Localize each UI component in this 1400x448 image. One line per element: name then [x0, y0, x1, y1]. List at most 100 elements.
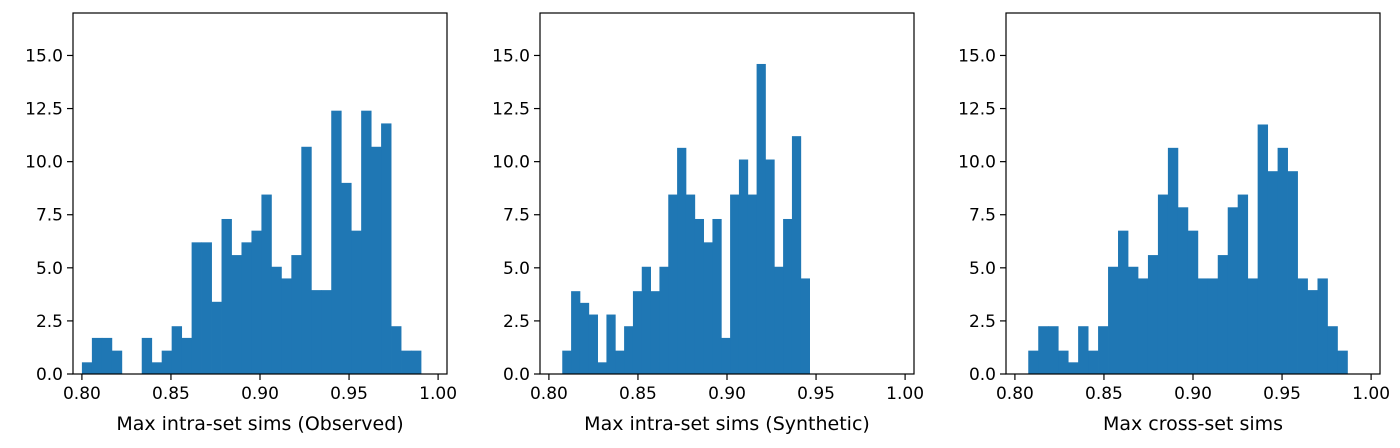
histogram-bar [201, 242, 212, 374]
histogram-panel-1: 0.80 0.85 0.90 0.95 1.00 0.0 2.5 5.0 7.5 10.0 12.5… [25, 12, 457, 435]
y-tick-label: 2.5 [503, 312, 530, 332]
histogram-bar [1147, 255, 1159, 374]
x-tick-label: 0.95 [1263, 384, 1301, 404]
histogram-bar [271, 266, 282, 374]
histogram-bar [1297, 278, 1308, 374]
histogram-bar [101, 337, 113, 374]
histogram-bar [301, 146, 312, 374]
histogram-bar [311, 290, 322, 374]
y-tick-label: 12.5 [958, 100, 996, 120]
histogram-bar [1187, 230, 1199, 374]
histogram-bar [1108, 266, 1119, 374]
histogram-bar [1177, 207, 1189, 374]
histogram-bar [632, 291, 643, 374]
x-tick-label: 0.90 [241, 384, 279, 404]
histogram-bar [401, 350, 412, 374]
histogram-bar [281, 278, 292, 374]
y-tick-label: 7.5 [969, 206, 996, 226]
x-tick-label: 0.80 [63, 384, 101, 404]
histogram-bar [291, 255, 302, 374]
histogram-panel-2: 0.80 0.85 0.90 0.95 1.00 0.0 2.5 5.0 7.5 10.0 12.5… [492, 12, 924, 435]
y-tick-label: 15.0 [492, 46, 530, 66]
histogram-bar [685, 194, 696, 374]
histogram-bar [351, 230, 362, 374]
histogram-bar [571, 291, 581, 374]
x-tick-label: 1.00 [886, 384, 924, 404]
histogram-bar [703, 242, 713, 374]
histogram-bar [171, 326, 183, 374]
histogram-bar [1038, 326, 1049, 374]
histogram-bar [659, 266, 669, 374]
histogram-bar [231, 255, 242, 374]
x-tick-label: 0.95 [330, 384, 368, 404]
y-tick-label: 2.5 [36, 312, 63, 332]
histogram-bar [765, 159, 775, 374]
histogram-bar [1078, 326, 1089, 374]
y-tick-label: 0.0 [503, 365, 530, 385]
x-tick-label: 1.00 [1352, 384, 1390, 404]
x-axis-label: Max intra-set sims (Synthetic) [584, 413, 870, 435]
y-tick-label: 0.0 [36, 365, 63, 385]
histogram-bar [211, 301, 222, 374]
histogram-bar [606, 314, 616, 374]
histogram-bar [1277, 147, 1288, 374]
histogram-bar [1267, 171, 1278, 374]
histogram-bar [1207, 278, 1219, 374]
histogram-bar [161, 350, 173, 374]
histogram-bar [1317, 278, 1328, 374]
histogram-bar [1217, 255, 1229, 374]
y-tick-label: 7.5 [36, 206, 63, 226]
histogram-bar [588, 314, 598, 374]
y-tick-label: 2.5 [969, 312, 996, 332]
x-axis-label: Max intra-set sims (Observed) [116, 413, 403, 435]
x-tick-label: 0.95 [797, 384, 835, 404]
x-axis-label: Max cross-set sims [1103, 413, 1283, 435]
y-tick-label: 10.0 [25, 153, 63, 173]
histogram-bar [1157, 194, 1169, 374]
histogram-bar [712, 218, 722, 374]
histogram-bar [1098, 326, 1109, 374]
histogram-bar [1237, 194, 1249, 374]
y-tick-label: 5.0 [36, 259, 63, 279]
histogram-bar [1327, 326, 1338, 374]
histogram-bar [261, 194, 272, 374]
histogram-bar [1088, 350, 1099, 374]
histogram-bar [1197, 278, 1209, 374]
y-tick-label: 12.5 [25, 100, 63, 120]
histogram-bar [1068, 362, 1079, 374]
histogram-bar [81, 362, 93, 374]
x-tick-label: 0.85 [1085, 384, 1123, 404]
y-tick-label: 15.0 [958, 46, 996, 66]
histogram-bar [668, 194, 678, 374]
histogram-bar [361, 110, 372, 375]
histogram-bar [562, 350, 572, 374]
histogram-bar [91, 337, 103, 374]
histogram-bar [411, 350, 422, 374]
y-tick-label: 0.0 [969, 365, 996, 385]
histogram-bar [783, 218, 793, 374]
histogram-bar [1058, 350, 1069, 374]
histogram-bar [1128, 266, 1139, 374]
y-tick-label: 5.0 [969, 259, 996, 279]
y-tick-label: 10.0 [958, 153, 996, 173]
x-tick-label: 0.90 [708, 384, 746, 404]
x-tick-label: 0.85 [152, 384, 190, 404]
histogram-bar [151, 362, 163, 374]
histogram-bar [1247, 278, 1259, 374]
histogram-bar [251, 230, 262, 374]
histogram-bar [730, 194, 740, 374]
histogram-bar [641, 266, 651, 374]
x-tick-label: 0.90 [1174, 384, 1212, 404]
histogram-bar [391, 326, 402, 374]
histogram-bar [1257, 124, 1269, 375]
histogram-bar [624, 326, 634, 374]
y-tick-label: 5.0 [503, 259, 530, 279]
histogram-bar [1337, 350, 1348, 374]
histogram-bar [677, 147, 687, 374]
x-tick-label: 0.85 [619, 384, 657, 404]
histogram-bar [1028, 350, 1039, 374]
histogram-bar [111, 350, 123, 374]
histogram-bar [1118, 230, 1129, 374]
y-tick-label: 7.5 [503, 206, 530, 226]
